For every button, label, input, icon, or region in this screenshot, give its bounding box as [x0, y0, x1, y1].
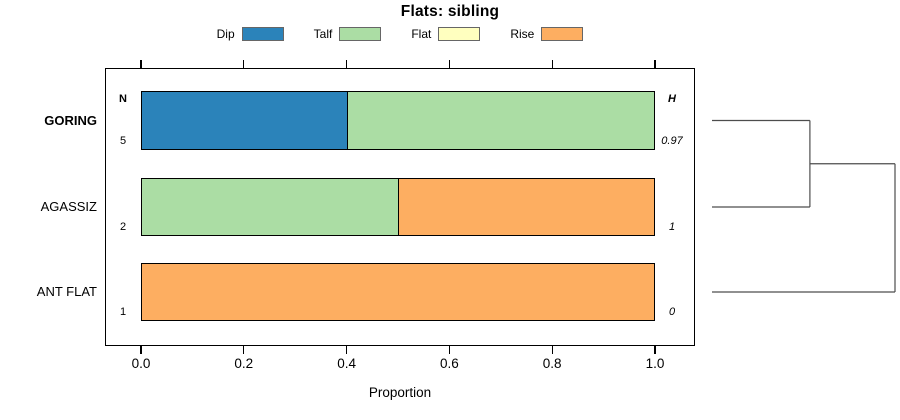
chart-title: Flats: sibling: [400, 3, 500, 20]
x-axis-tick-top: [448, 60, 450, 68]
legend-label: Talf: [313, 27, 333, 41]
n-value: 5: [119, 135, 127, 147]
x-axis-tick-top: [243, 60, 245, 68]
x-axis-tick-top: [551, 60, 553, 68]
bar-row-ant-flat: [141, 263, 655, 321]
legend-label: Dip: [216, 27, 235, 41]
x-axis-tick-label: 0.2: [234, 356, 254, 371]
x-axis-tick-label: 0.4: [337, 356, 356, 371]
x-axis-tick-bottom: [448, 346, 450, 354]
n-value: 2: [119, 221, 127, 233]
category-label-goring: GORING: [44, 112, 97, 128]
n-value: 1: [119, 306, 127, 318]
bar-segment-rise: [398, 179, 654, 235]
legend-swatch-rise: [541, 27, 584, 41]
x-axis-tick-top: [140, 60, 142, 68]
x-axis-tick-label: 1.0: [645, 356, 665, 371]
bar-segment-talf: [142, 179, 398, 235]
bar-segment-dip: [142, 92, 347, 149]
bar-row-agassiz: [141, 178, 655, 236]
legend: Dip Talf Flat Rise: [105, 25, 695, 43]
legend-item-dip: Dip: [217, 27, 284, 41]
bar-row-goring: [141, 91, 655, 150]
h-column-header: H: [668, 93, 676, 105]
x-axis-tick-bottom: [551, 346, 553, 354]
x-axis-tick-bottom: [140, 346, 142, 354]
x-axis-tick-top: [346, 60, 348, 68]
legend-item-flat: Flat: [411, 27, 481, 41]
x-axis-tick-label: 0.0: [131, 356, 151, 371]
x-axis-tick-top: [654, 60, 656, 68]
legend-item-talf: Talf: [314, 27, 382, 41]
x-axis-tick-bottom: [346, 346, 348, 354]
x-axis-tick-label: 0.6: [440, 356, 459, 371]
x-axis-label: Proportion: [368, 385, 432, 400]
category-label-agassiz: AGASSIZ: [40, 199, 97, 214]
legend-label: Rise: [510, 27, 535, 41]
x-axis-tick-bottom: [243, 346, 245, 354]
legend-swatch-dip: [241, 27, 284, 41]
n-column-header: N: [119, 93, 127, 105]
legend-label: Flat: [411, 27, 432, 41]
category-label-ant-flat: ANT FLAT: [36, 284, 97, 299]
legend-item-rise: Rise: [510, 27, 584, 41]
h-value: 0: [668, 306, 676, 318]
x-axis-tick-bottom: [654, 346, 656, 354]
bar-segment-talf: [346, 92, 654, 149]
x-axis-tick-label: 0.8: [542, 356, 562, 371]
bar-segment-rise: [142, 264, 654, 320]
legend-swatch-talf: [339, 27, 382, 41]
h-value: 0.97: [661, 135, 683, 147]
h-value: 1: [668, 221, 676, 233]
legend-swatch-flat: [438, 27, 481, 41]
